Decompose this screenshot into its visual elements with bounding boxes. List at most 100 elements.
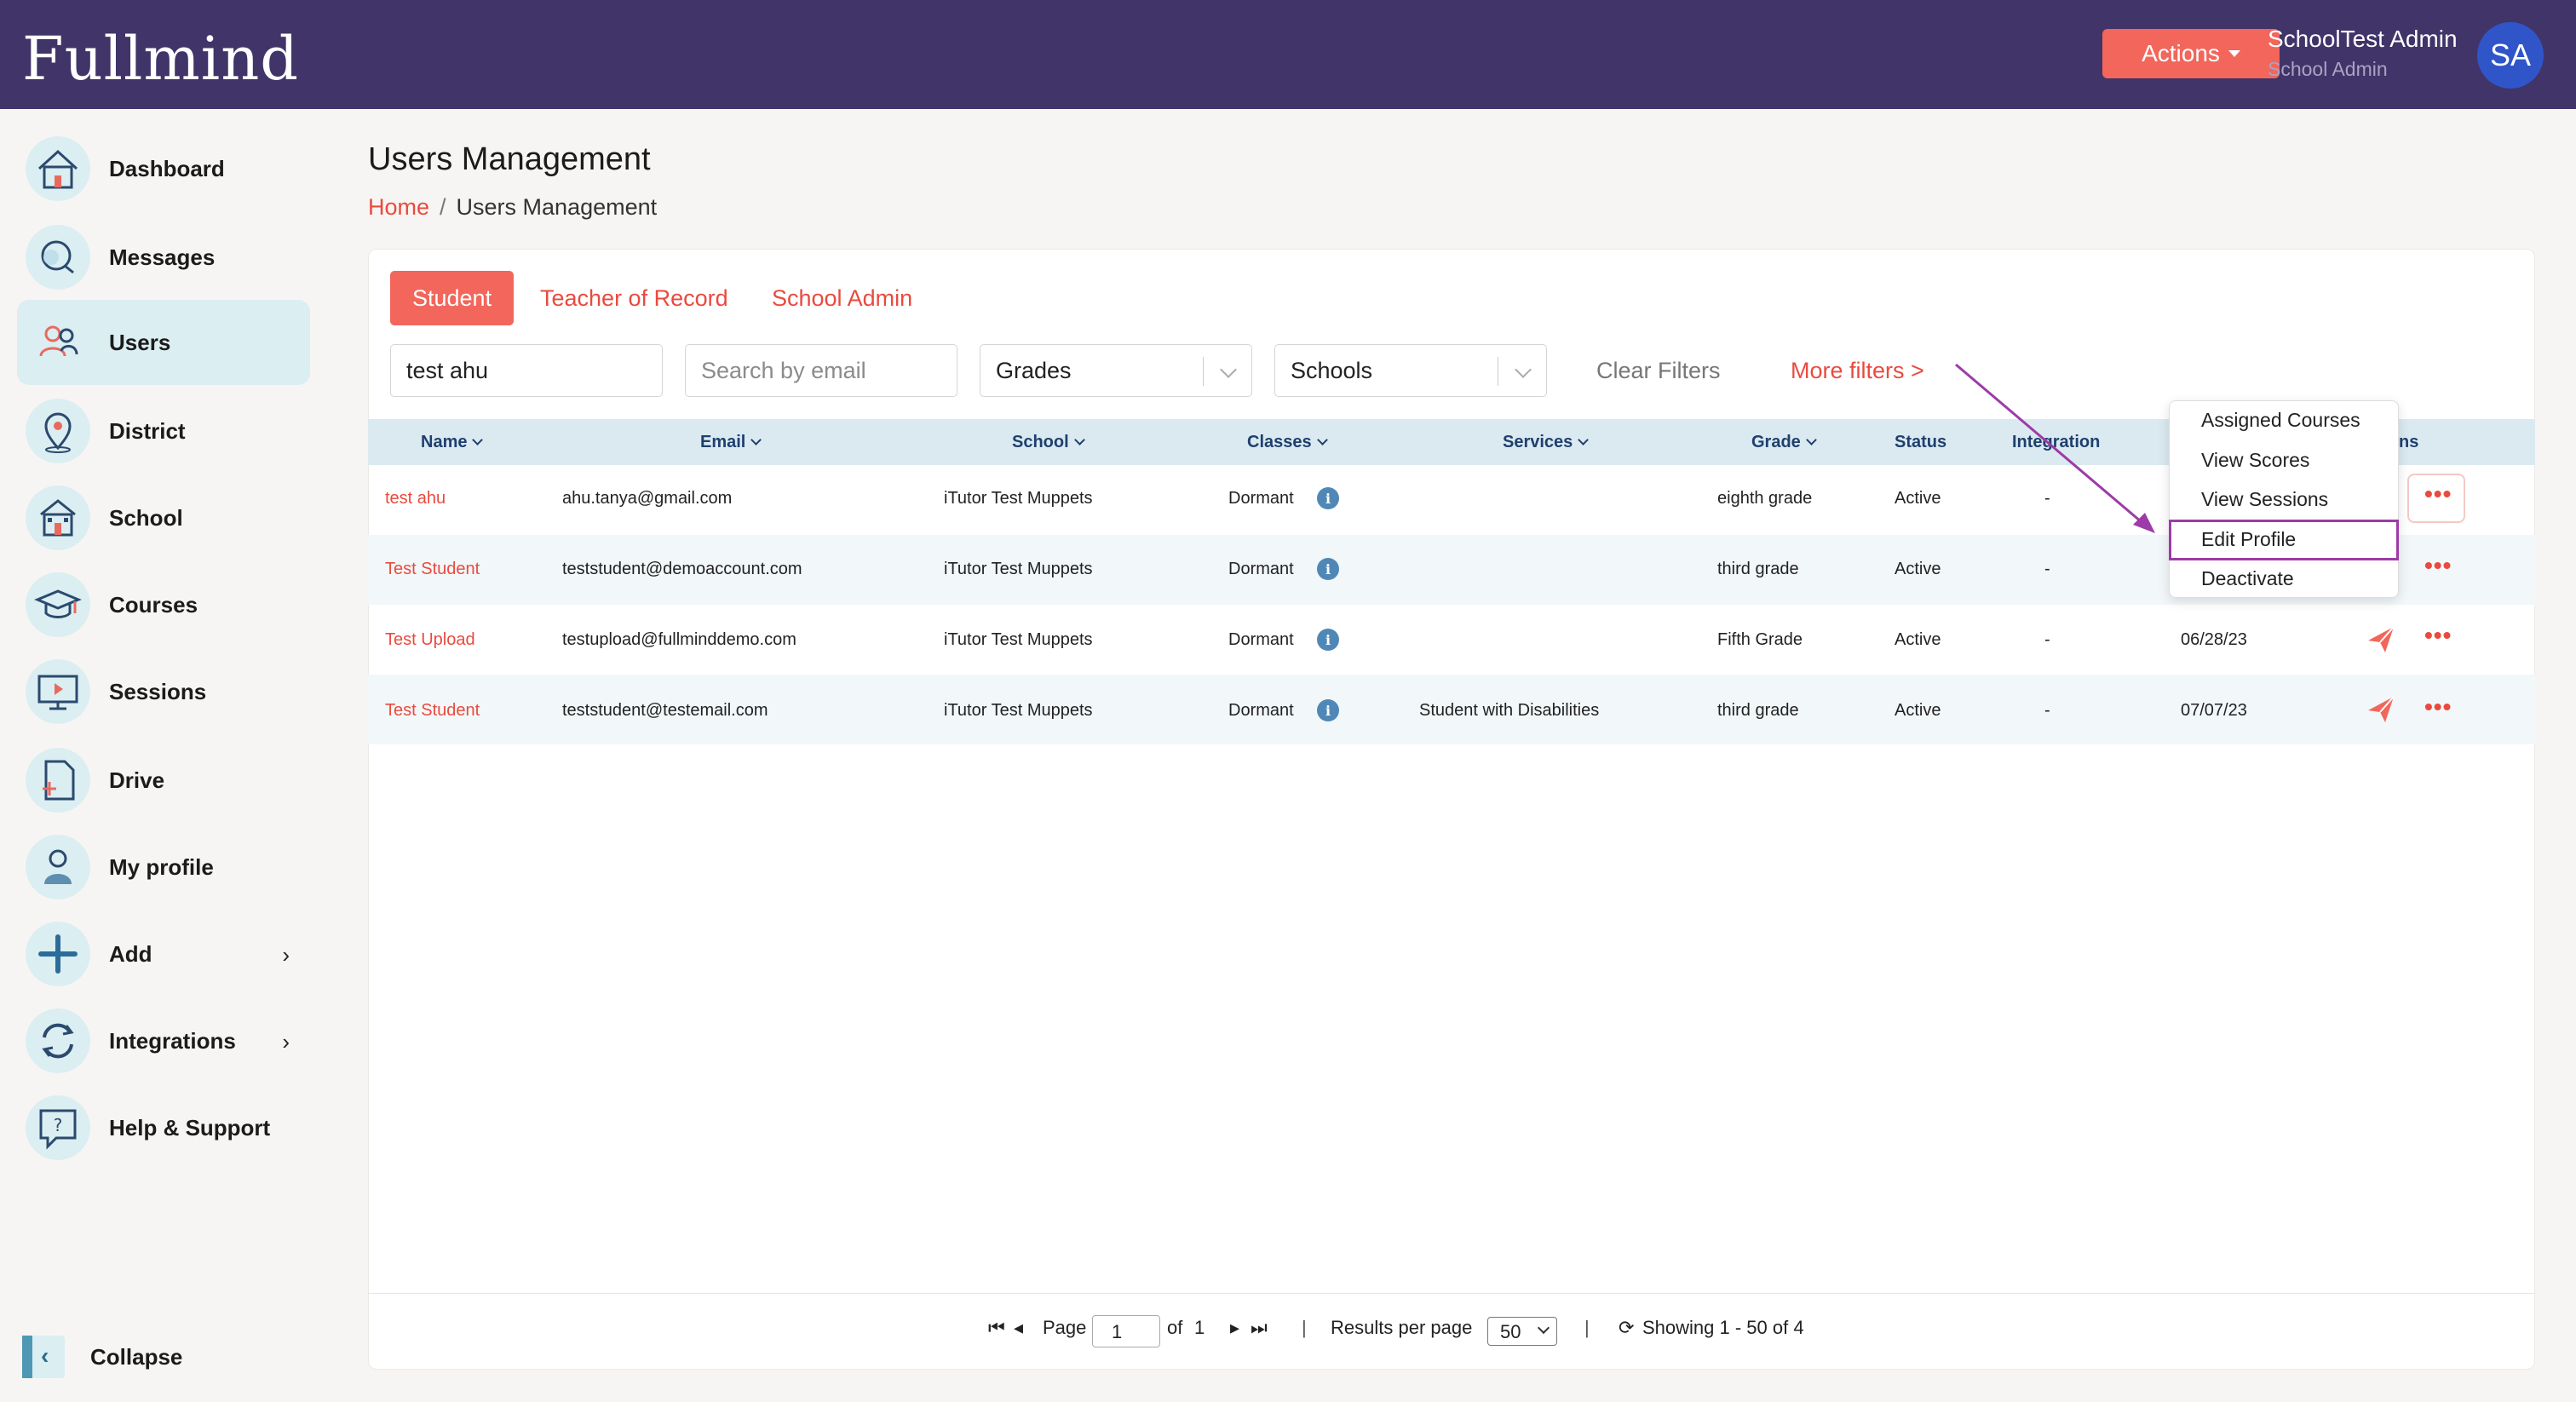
sync-icon bbox=[26, 1008, 90, 1073]
tab-student[interactable]: Student bbox=[390, 271, 515, 325]
sidebar-item-my-profile[interactable]: My profile bbox=[17, 825, 310, 910]
user-status: Active bbox=[1895, 630, 1941, 649]
app-logo[interactable]: Fullmind bbox=[22, 24, 300, 94]
page-label: Page bbox=[1043, 1317, 1087, 1338]
school-icon bbox=[26, 486, 90, 550]
user-grade: Fifth Grade bbox=[1717, 630, 1803, 649]
sort-chevron-icon bbox=[472, 434, 484, 445]
column-header-status[interactable]: Status bbox=[1895, 433, 1947, 451]
grades-select[interactable]: Grades bbox=[980, 344, 1252, 397]
graduation-cap-icon bbox=[26, 572, 90, 637]
annotation-highlight-box bbox=[2169, 520, 2399, 560]
collapse-icon: ‹ bbox=[22, 1336, 65, 1378]
more-actions-button-focused[interactable] bbox=[2407, 474, 2465, 523]
menu-item-view-scores[interactable]: View Scores bbox=[2201, 449, 2310, 471]
last-page-icon[interactable]: ⏭ bbox=[1251, 1317, 1268, 1338]
email-search-input[interactable]: Search by email bbox=[685, 344, 957, 397]
breadcrumb-home-link[interactable]: Home bbox=[368, 194, 430, 220]
avatar[interactable]: SA bbox=[2477, 22, 2544, 89]
user-classes: Dormant bbox=[1228, 489, 1294, 508]
sidebar-item-district[interactable]: District bbox=[17, 388, 310, 474]
prev-page-icon[interactable]: ◂ bbox=[1014, 1317, 1024, 1338]
select-divider bbox=[1203, 357, 1204, 386]
schools-select-label: Schools bbox=[1291, 357, 1373, 383]
column-header-email[interactable]: Email bbox=[700, 433, 762, 452]
per-page-select[interactable]: 50 bbox=[1487, 1317, 1557, 1346]
column-header-grade[interactable]: Grade bbox=[1751, 433, 1817, 452]
user-classes: Dormant bbox=[1228, 701, 1294, 720]
user-grade: third grade bbox=[1717, 701, 1799, 720]
tab-school-admin[interactable]: School Admin bbox=[772, 284, 913, 311]
column-header-integration[interactable]: Integration bbox=[2012, 433, 2101, 451]
menu-item-view-sessions[interactable]: View Sessions bbox=[2201, 488, 2329, 510]
actions-button-label: Actions bbox=[2142, 40, 2220, 66]
menu-item-assigned-courses[interactable]: Assigned Courses bbox=[2201, 409, 2360, 431]
column-header-name[interactable]: Name bbox=[421, 433, 484, 452]
home-icon bbox=[26, 136, 90, 201]
info-icon[interactable]: i bbox=[1317, 629, 1339, 651]
more-options-icon[interactable]: ••• bbox=[2424, 693, 2452, 720]
sidebar-item-school[interactable]: School bbox=[17, 475, 310, 560]
user-school: iTutor Test Muppets bbox=[944, 560, 1093, 578]
total-pages: 1 bbox=[1194, 1317, 1205, 1338]
column-header-school[interactable]: School bbox=[1012, 433, 1085, 452]
info-icon[interactable]: i bbox=[1317, 487, 1339, 509]
sidebar-item-label: School bbox=[109, 504, 183, 531]
column-header-classes[interactable]: Classes bbox=[1247, 433, 1328, 452]
more-options-icon[interactable]: ••• bbox=[2424, 622, 2452, 648]
breadcrumb: Home / Users Management bbox=[368, 194, 657, 221]
first-page-icon[interactable]: ⏮ bbox=[988, 1317, 1005, 1338]
more-options-icon[interactable]: ••• bbox=[2424, 480, 2452, 507]
info-icon[interactable]: i bbox=[1317, 699, 1339, 721]
column-header-services[interactable]: Services bbox=[1503, 433, 1590, 452]
next-page-icon[interactable]: ▸ bbox=[1230, 1317, 1240, 1338]
user-integration: - bbox=[2044, 560, 2050, 578]
send-icon[interactable] bbox=[2366, 695, 2395, 724]
showing-count: Showing 1 - 50 of 4 bbox=[1642, 1317, 1804, 1338]
info-icon[interactable]: i bbox=[1317, 558, 1339, 580]
user-name-link[interactable]: Test Student bbox=[385, 560, 480, 578]
user-grade: third grade bbox=[1717, 560, 1799, 578]
user-name-link[interactable]: Test Upload bbox=[385, 630, 475, 649]
top-bar: Fullmind Actions SchoolTest Admin School… bbox=[0, 0, 2576, 109]
sidebar-item-help-support[interactable]: ? Help & Support bbox=[17, 1085, 310, 1170]
user-grade: eighth grade bbox=[1717, 489, 1813, 508]
user-school: iTutor Test Muppets bbox=[944, 630, 1093, 649]
sidebar-item-add[interactable]: Add › bbox=[17, 911, 310, 997]
menu-item-deactivate[interactable]: Deactivate bbox=[2201, 567, 2294, 589]
sidebar-item-sessions[interactable]: Sessions bbox=[17, 649, 310, 734]
clear-filters-button[interactable]: Clear Filters bbox=[1596, 358, 1721, 383]
results-per-page-label: Results per page bbox=[1331, 1317, 1473, 1338]
menu-item-edit-profile[interactable]: Edit Profile bbox=[2201, 528, 2297, 550]
tab-teacher-of-record[interactable]: Teacher of Record bbox=[540, 284, 728, 311]
page-number-input[interactable]: 1 bbox=[1092, 1315, 1160, 1347]
user-integration: - bbox=[2044, 489, 2050, 508]
send-icon[interactable] bbox=[2366, 625, 2395, 654]
user-name-link[interactable]: test ahu bbox=[385, 489, 446, 508]
actions-button[interactable]: Actions bbox=[2102, 29, 2280, 78]
user-email: testupload@fullminddemo.com bbox=[562, 630, 796, 649]
user-email: teststudent@testemail.com bbox=[562, 701, 768, 720]
sidebar-item-courses[interactable]: Courses bbox=[17, 562, 310, 647]
user-name-link[interactable]: Test Student bbox=[385, 701, 480, 720]
annotation-arrow bbox=[1955, 363, 2155, 533]
more-options-icon[interactable]: ••• bbox=[2424, 552, 2452, 578]
user-email: ahu.tanya@gmail.com bbox=[562, 489, 733, 508]
refresh-icon[interactable]: ⟳ bbox=[1619, 1317, 1635, 1338]
user-classes: Dormant bbox=[1228, 630, 1294, 649]
collapse-button[interactable]: ‹ Collapse bbox=[22, 1336, 182, 1378]
sidebar-item-drive[interactable]: Drive bbox=[17, 738, 310, 823]
sidebar-item-label: District bbox=[109, 417, 186, 444]
page-title: Users Management bbox=[368, 141, 651, 177]
chevron-down-icon bbox=[1220, 361, 1237, 378]
sidebar-item-integrations[interactable]: Integrations › bbox=[17, 998, 310, 1083]
sidebar-item-users[interactable]: Users bbox=[17, 300, 310, 385]
sidebar-item-messages[interactable]: Messages bbox=[17, 215, 310, 300]
monitor-icon bbox=[26, 659, 90, 724]
more-filters-link[interactable]: More filters > bbox=[1791, 358, 1924, 383]
of-label: of bbox=[1167, 1317, 1183, 1338]
schools-select[interactable]: Schools bbox=[1274, 344, 1547, 397]
sidebar-item-dashboard[interactable]: Dashboard bbox=[17, 126, 310, 211]
chevron-down-icon bbox=[1537, 1321, 1550, 1335]
name-search-input[interactable]: test ahu bbox=[390, 344, 663, 397]
